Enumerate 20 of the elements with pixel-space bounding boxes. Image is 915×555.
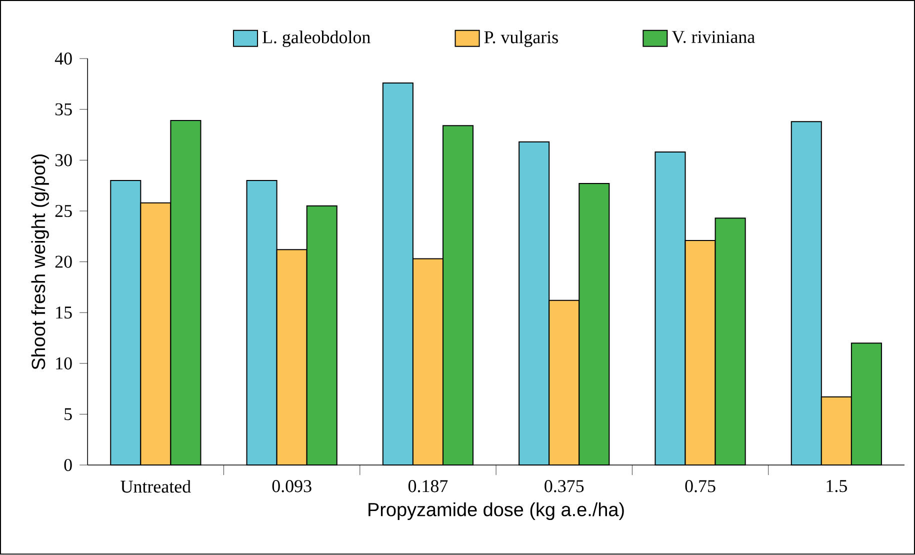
y-tick-label: 35: [55, 104, 72, 116]
x-tick-label: 0.093: [272, 480, 312, 492]
y-tick-label: 40: [54, 52, 72, 65]
x-axis-title: Propyzamide dose (kg a.e./ha): [368, 502, 624, 520]
y-tick-label: 15: [56, 306, 72, 319]
x-tick-label: 0.375: [544, 480, 584, 492]
x-tick-label: Untreated: [120, 480, 191, 493]
y-tick-label: 5: [64, 408, 72, 420]
legend-label: V. riviniana: [672, 31, 755, 44]
x-tick-label: 0.187: [408, 480, 448, 492]
y-tick-label: 20: [55, 256, 72, 268]
y-tick-label: 10: [56, 358, 72, 370]
y-axis-title: Shoot fresh weight (g/pot): [31, 154, 49, 370]
x-tick-label: 1.5: [826, 480, 847, 492]
y-tick-label: 0: [64, 459, 72, 472]
y-tick-label: 30: [55, 154, 72, 166]
legend-label: L. galeobdolon: [262, 30, 370, 48]
x-tick-label: 0.75: [685, 480, 716, 492]
y-tick-label: 25: [55, 205, 72, 218]
legend-label: P. vulgaris: [484, 30, 558, 48]
